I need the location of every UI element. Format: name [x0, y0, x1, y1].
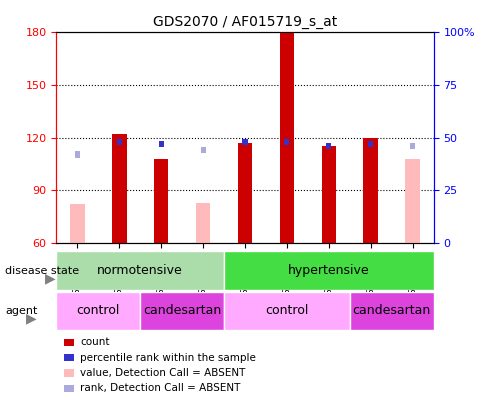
- Bar: [117, 139, 122, 145]
- Text: disease state: disease state: [5, 266, 79, 275]
- Bar: [224, 251, 434, 290]
- Text: value, Detection Call = ABSENT: value, Detection Call = ABSENT: [80, 368, 245, 378]
- Bar: [280, 32, 294, 243]
- Text: ▶: ▶: [26, 312, 37, 326]
- Bar: [364, 138, 378, 243]
- Title: GDS2070 / AF015719_s_at: GDS2070 / AF015719_s_at: [153, 15, 337, 29]
- Bar: [410, 143, 415, 149]
- Bar: [196, 202, 210, 243]
- Bar: [350, 292, 434, 330]
- Bar: [159, 141, 164, 147]
- Bar: [243, 139, 247, 145]
- Text: hypertensive: hypertensive: [288, 264, 369, 277]
- Bar: [238, 143, 252, 243]
- Bar: [75, 151, 80, 158]
- Text: rank, Detection Call = ABSENT: rank, Detection Call = ABSENT: [80, 384, 241, 393]
- Text: percentile rank within the sample: percentile rank within the sample: [80, 353, 256, 362]
- Text: candesartan: candesartan: [143, 304, 221, 318]
- Bar: [326, 143, 331, 149]
- Text: control: control: [265, 304, 309, 318]
- Bar: [284, 139, 290, 145]
- Bar: [321, 147, 336, 243]
- Bar: [70, 205, 85, 243]
- Bar: [200, 147, 206, 153]
- Bar: [405, 159, 420, 243]
- Text: count: count: [80, 337, 110, 347]
- Bar: [368, 141, 373, 147]
- Text: ▶: ▶: [45, 271, 56, 285]
- Bar: [410, 143, 415, 149]
- Bar: [56, 251, 224, 290]
- Text: normotensive: normotensive: [98, 264, 183, 277]
- Text: candesartan: candesartan: [353, 304, 431, 318]
- Bar: [112, 134, 126, 243]
- Text: control: control: [76, 304, 120, 318]
- Bar: [224, 292, 350, 330]
- Bar: [56, 292, 140, 330]
- Bar: [140, 292, 224, 330]
- Bar: [154, 159, 169, 243]
- Text: agent: agent: [5, 306, 37, 316]
